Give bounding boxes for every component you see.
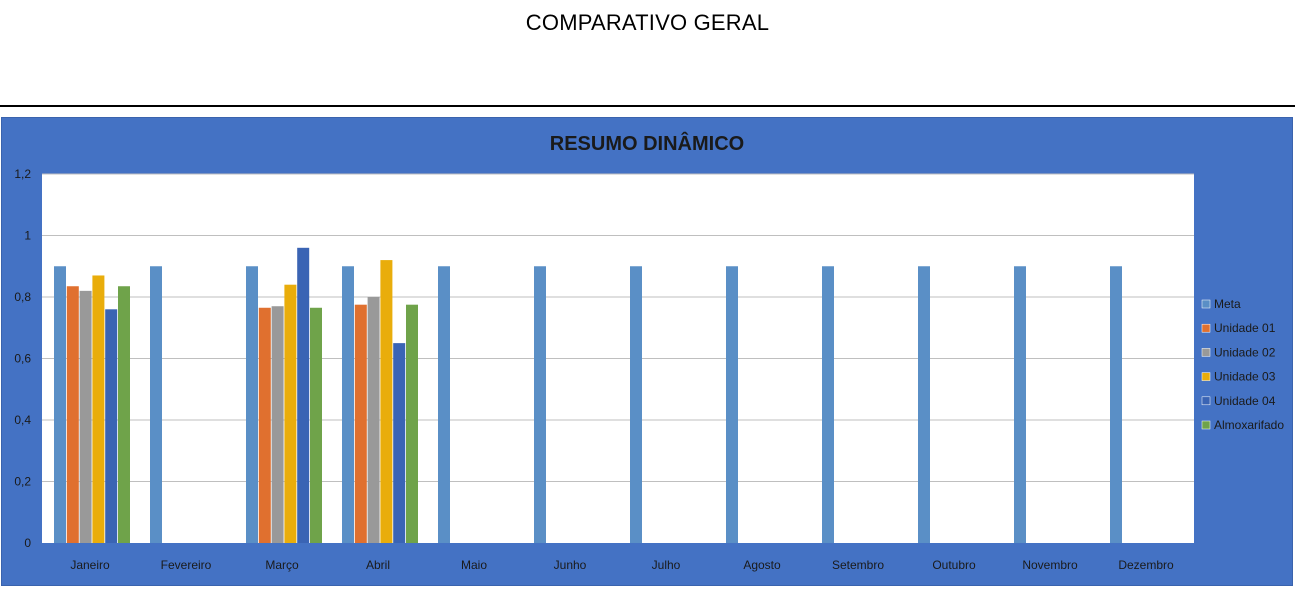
bar-almoxarifado — [118, 286, 130, 543]
bar-meta — [1110, 266, 1122, 543]
legend-label: Unidade 01 — [1214, 321, 1276, 335]
bar-almoxarifado — [406, 305, 418, 543]
x-axis-ticks: Janeiro Fevereiro Março Abril Maio Junho Julho… — [70, 558, 1174, 572]
bar-unidade-04 — [393, 343, 405, 543]
x-tick-label: Maio — [461, 558, 487, 572]
bar-meta — [342, 266, 354, 543]
chart-panel: RESUMO DINÂMICO 0 0,2 0,4 0,6 0,8 1 1,2 Janeir… — [1, 117, 1293, 586]
x-tick-label: Outubro — [932, 558, 976, 572]
bar-unidade-01 — [67, 286, 79, 543]
bar-meta — [822, 266, 834, 543]
bar-unidade-02 — [368, 297, 380, 543]
resumo-chart: RESUMO DINÂMICO 0 0,2 0,4 0,6 0,8 1 1,2 Janeir… — [2, 118, 1292, 585]
legend-swatch — [1202, 300, 1210, 308]
bar-unidade-03 — [92, 275, 104, 543]
legend-swatch — [1202, 373, 1210, 381]
x-tick-label: Junho — [554, 558, 587, 572]
bar-meta — [630, 266, 642, 543]
x-tick-label: Fevereiro — [161, 558, 212, 572]
x-tick-label: Março — [265, 558, 299, 572]
bar-meta — [726, 266, 738, 543]
bar-unidade-03 — [284, 285, 296, 543]
bar-meta — [534, 266, 546, 543]
bar-unidade-01 — [259, 308, 271, 543]
bar-meta — [54, 266, 66, 543]
page-title: COMPARATIVO GERAL — [0, 10, 1295, 36]
x-tick-label: Setembro — [832, 558, 884, 572]
y-tick-label: 0,4 — [14, 413, 31, 427]
bar-meta — [918, 266, 930, 543]
legend-label: Unidade 04 — [1214, 394, 1276, 408]
legend-label: Unidade 03 — [1214, 370, 1276, 384]
title-divider — [0, 105, 1295, 107]
bar-almoxarifado — [310, 308, 322, 543]
bar-unidade-01 — [355, 305, 367, 543]
bar-unidade-03 — [380, 260, 392, 543]
legend-swatch — [1202, 397, 1210, 405]
chart-title: RESUMO DINÂMICO — [550, 131, 744, 155]
y-tick-label: 0,2 — [14, 475, 31, 489]
x-tick-label: Janeiro — [70, 558, 110, 572]
y-tick-label: 0 — [24, 536, 31, 550]
legend-swatch — [1202, 421, 1210, 429]
bar-meta — [246, 266, 258, 543]
legend-label: Almoxarifado — [1214, 418, 1284, 432]
legend-label: Unidade 02 — [1214, 345, 1276, 359]
x-tick-label: Novembro — [1022, 558, 1078, 572]
x-tick-label: Julho — [652, 558, 681, 572]
x-tick-label: Dezembro — [1118, 558, 1174, 572]
bar-meta — [1014, 266, 1026, 543]
y-tick-label: 0,6 — [14, 352, 31, 366]
legend-label: Meta — [1214, 297, 1241, 311]
bar-unidade-04 — [297, 248, 309, 543]
y-tick-label: 0,8 — [14, 290, 31, 304]
bar-meta — [150, 266, 162, 543]
y-tick-label: 1 — [24, 229, 31, 243]
legend-swatch — [1202, 348, 1210, 356]
legend-swatch — [1202, 324, 1210, 332]
y-axis-ticks: 0 0,2 0,4 0,6 0,8 1 1,2 — [14, 167, 31, 550]
x-tick-label: Abril — [366, 558, 390, 572]
x-tick-label: Agosto — [743, 558, 781, 572]
legend: Meta Unidade 01 Unidade 02 Unidade 03 Unidad… — [1202, 297, 1284, 432]
bar-meta — [438, 266, 450, 543]
bar-unidade-04 — [105, 309, 117, 543]
y-tick-label: 1,2 — [14, 167, 31, 181]
bar-unidade-02 — [272, 306, 284, 543]
bar-unidade-02 — [80, 291, 92, 543]
